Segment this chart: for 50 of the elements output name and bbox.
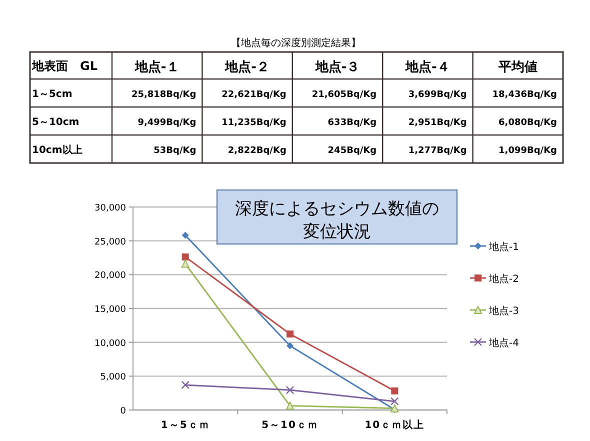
category-label: 地点-１ — [134, 59, 180, 75]
y-tick-label: 10,000 — [94, 338, 126, 349]
category-label: 5～10cm — [32, 117, 80, 128]
text: 2,951Bq/Kg — [408, 118, 467, 128]
text: 21,605Bq/Kg — [312, 90, 377, 100]
text: 2,822Bq/Kg — [228, 146, 286, 156]
point — [181, 260, 190, 268]
legend-label: 地点-4 — [488, 337, 519, 349]
x-tick-label: 10ｃｍ以上 — [364, 419, 425, 431]
y-tick-label: 30,000 — [94, 204, 126, 214]
text: 1,277Bq/Kg — [408, 146, 467, 156]
x-tick-label: 5～10ｃｍ — [262, 420, 318, 431]
text: 25,818Bq/Kg — [131, 90, 196, 100]
text: 53Bq/Kg — [154, 146, 196, 156]
point — [390, 397, 399, 406]
text: 633Bq/Kg — [328, 118, 377, 128]
legend-label: 地点-2 — [488, 273, 519, 285]
category-label: 地点-２ — [224, 59, 270, 75]
y-tick-label: 15,000 — [94, 305, 126, 315]
point — [286, 330, 294, 338]
point — [182, 253, 189, 260]
x-tick-label: 1～5ｃｍ — [160, 420, 210, 431]
y-tick-label: 25,000 — [94, 237, 126, 248]
point — [286, 342, 294, 350]
y-tick-label: 0 — [120, 406, 126, 416]
text: 6,080Bq/Kg — [498, 118, 557, 128]
text: 11,235Bq/Kg — [222, 118, 286, 128]
y-tick-label: 20,000 — [94, 271, 126, 282]
text: 9,499Bq/Kg — [138, 118, 196, 128]
point — [286, 402, 294, 410]
legend-label: 地点-3 — [488, 305, 519, 317]
category-label: 1～5cm — [32, 89, 72, 100]
point — [286, 386, 294, 394]
chart-title: 深度によるセシウム数値の変位状況 — [235, 199, 439, 242]
text: 3,699Bq/Kg — [408, 90, 467, 100]
y-tick-label: 5,000 — [100, 372, 126, 383]
legend-label: 地点-1 — [488, 241, 519, 253]
category-label: 10cm以上 — [32, 145, 82, 156]
category-label: 地点-３ — [314, 59, 360, 75]
category-label: 地点-４ — [404, 59, 450, 75]
category-label: 平均値 — [497, 60, 538, 75]
text: 18,436Bq/Kg — [492, 90, 557, 100]
point — [181, 380, 190, 390]
text: 245Bq/Kg — [328, 146, 377, 156]
text: 【地点毎の深度別測定結果】 — [231, 37, 361, 49]
text: 地表面 GL — [31, 59, 98, 73]
text: 1,099Bq/Kg — [498, 146, 557, 156]
point — [391, 387, 398, 394]
point — [182, 232, 189, 239]
text: 22,621Bq/Kg — [222, 90, 286, 100]
